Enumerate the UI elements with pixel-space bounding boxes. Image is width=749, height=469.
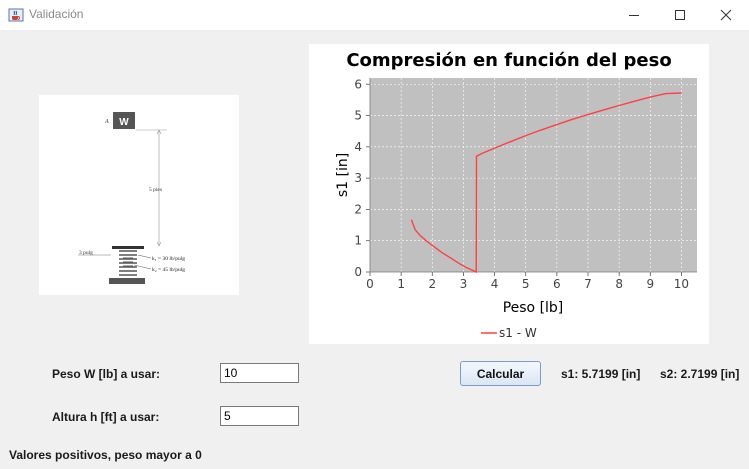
chart-title: Compresión en función del peso [346,50,671,71]
maximize-button[interactable] [657,0,703,30]
minimize-icon [629,15,639,16]
y-tick-label: 6 [354,77,362,91]
height-arrow-top [156,129,162,135]
y-tick-label: 3 [354,171,362,185]
weight-label: W [119,117,129,128]
x-tick-label: 10 [674,277,689,291]
close-button[interactable] [703,0,749,30]
calculate-button[interactable]: Calcular [460,361,541,386]
maximize-icon [675,10,685,20]
k1-leader [137,254,152,259]
spring-diagram: A W 5 pies 3 pulg k₁ = 30 lb/pulg k₂ = 4… [39,95,239,295]
close-icon [720,9,732,21]
k1-label: k₁ = 30 lb/pulg [152,256,185,262]
x-tick-label: 0 [366,277,374,291]
chart-series [410,92,682,274]
spring-top-plate [112,246,144,249]
y-tick-label: 5 [354,109,362,123]
y-tick-label: 0 [354,265,362,279]
legend-label: s1 - W [499,326,537,340]
title-bar: Validación [0,0,749,30]
chart-panel: Compresión en función del peso 0 1 2 3 4 5 6 7 8… [309,44,709,344]
height-arrow-bottom [156,241,162,247]
x-tick-label: 1 [397,277,405,291]
validation-note: Valores positivos, peso mayor a 0 [9,448,202,462]
k2-label: k₂ = 45 lb/pulg [152,267,185,273]
height-label: 5 pies [149,187,162,193]
x-tick-label: 8 [615,277,623,291]
chart-axes: 0 1 2 3 4 5 6 7 8 9 10 0 1 2 3 4 5 6 [354,77,697,291]
y-axis-label: s1 [in] [335,153,351,197]
x-tick-label: 3 [460,277,468,291]
x-tick-label: 2 [428,277,436,291]
height-label: Altura h [ft] a usar: [52,410,160,424]
series-line-s1 [410,92,682,274]
minimize-button[interactable] [611,0,657,30]
x-tick-label: 7 [584,277,592,291]
spring-diagram-drawing: A W 5 pies 3 pulg k₁ = 30 lb/pulg k₂ = 4… [78,112,185,284]
weight-block [113,112,135,129]
window-title: Validación [29,7,84,21]
x-tick-label: 6 [553,277,561,291]
y-tick-label: 1 [354,234,362,248]
java-cup-icon [8,8,24,22]
y-tick-label: 2 [354,202,362,216]
spring-base [109,278,145,284]
plot-area [370,78,697,272]
k2-leader [133,264,152,270]
x-tick-label: 4 [491,277,499,291]
x-axis-label: Peso [lb] [503,300,564,316]
s2-result: s2: 2.7199 [in] [660,367,740,381]
height-input[interactable] [220,406,299,426]
weight-label: Peso W [lb] a usar: [52,367,161,381]
spring-coils [119,250,137,276]
x-tick-label: 9 [646,277,654,291]
y-tick-label: 4 [354,140,362,154]
weight-input[interactable] [220,363,299,383]
x-tick-label: 5 [522,277,530,291]
point-a-label: A [104,119,109,125]
compression-chart: Compresión en función del peso 0 1 2 3 4 5 6 7 8… [335,50,697,340]
gap-label: 3 pulg [79,250,93,256]
s1-result: s1: 5.7199 [in] [561,367,641,381]
